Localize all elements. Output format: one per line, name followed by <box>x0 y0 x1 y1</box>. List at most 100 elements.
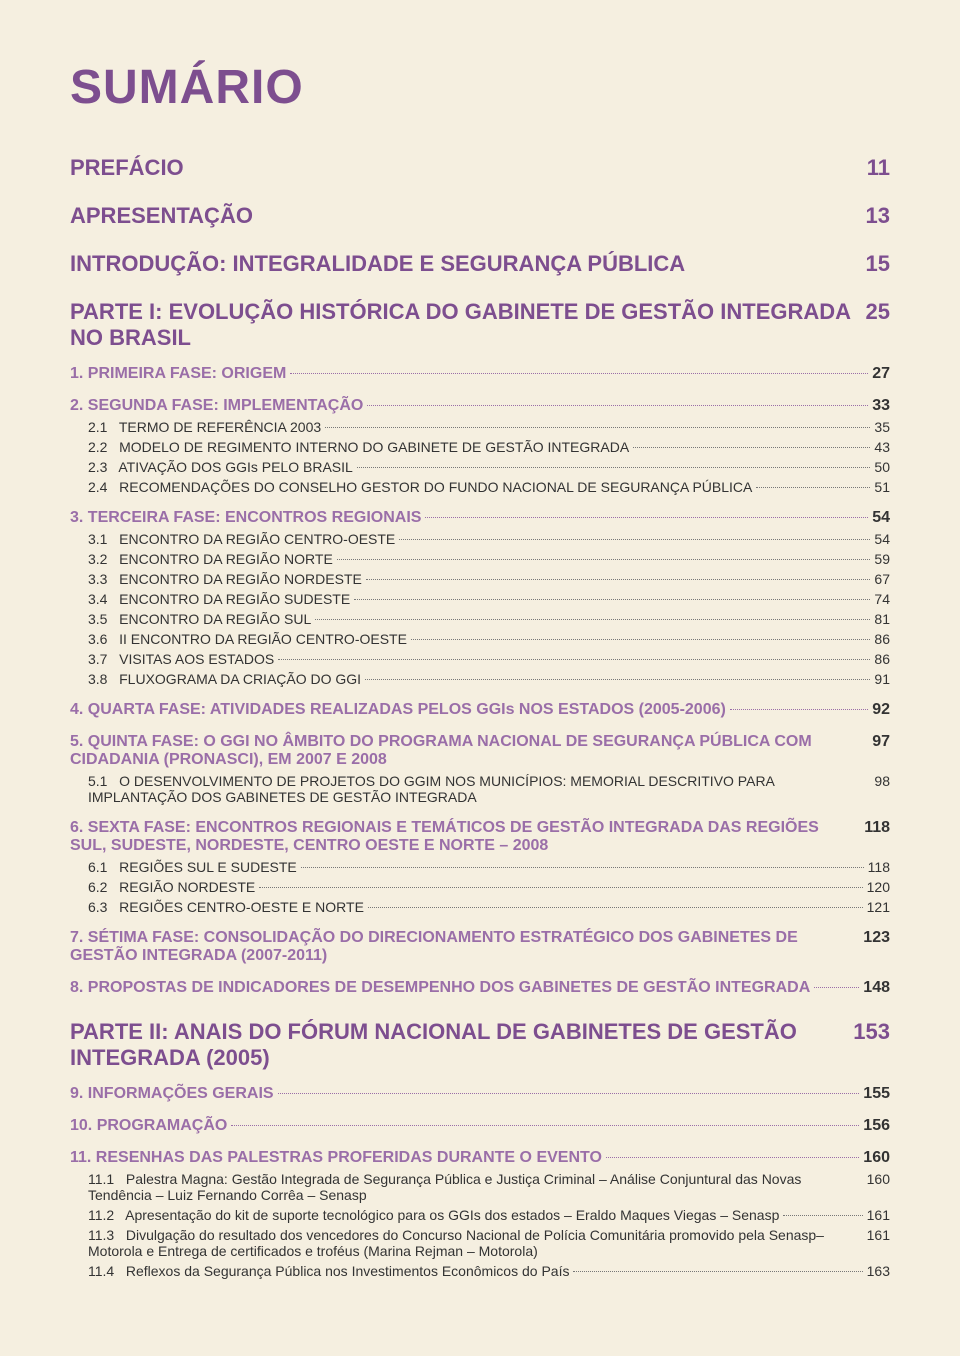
toc-page: 98 <box>874 773 890 789</box>
toc-page: 118 <box>864 819 890 837</box>
toc-entry: 8. PROPOSTAS DE INDICADORES DE DESEMPENH… <box>70 979 890 997</box>
toc-label: 3.3 ENCONTRO DA REGIÃO NORDESTE <box>70 571 362 587</box>
toc-entry: 7. SÉTIMA FASE: CONSOLIDAÇÃO DO DIRECION… <box>70 929 890 965</box>
toc-label: 3.7 VISITAS AOS ESTADOS <box>70 651 274 667</box>
toc-page: 155 <box>863 1085 890 1103</box>
toc-label: 3. TERCEIRA FASE: ENCONTROS REGIONAIS <box>70 509 421 527</box>
toc-label: 6.1 REGIÕES SUL E SUDESTE <box>70 859 297 875</box>
toc-entry: 3.4 ENCONTRO DA REGIÃO SUDESTE 74 <box>70 591 890 607</box>
toc-page: 54 <box>874 531 890 547</box>
toc-leader <box>756 487 870 488</box>
toc-entry: 9. INFORMAÇÕES GERAIS 155 <box>70 1085 890 1103</box>
toc-entry: 4. QUARTA FASE: ATIVIDADES REALIZADAS PE… <box>70 701 890 719</box>
toc-label: PREFÁCIO <box>70 155 184 181</box>
toc-page: 11 <box>867 155 890 181</box>
toc-page: 123 <box>863 929 890 947</box>
toc-page: 35 <box>874 419 890 435</box>
toc-page: 86 <box>874 651 890 667</box>
toc-page: 13 <box>866 203 890 229</box>
toc-leader <box>573 1271 862 1272</box>
toc-label: 3.5 ENCONTRO DA REGIÃO SUL <box>70 611 311 627</box>
toc-entry: 11.4 Reflexos da Segurança Pública nos I… <box>70 1263 890 1279</box>
toc-leader <box>411 639 870 640</box>
toc-leader <box>368 907 863 908</box>
toc-leader <box>357 467 871 468</box>
toc-entry: 2. SEGUNDA FASE: IMPLEMENTAÇÃO33 <box>70 397 890 415</box>
toc-entry: 6.1 REGIÕES SUL E SUDESTE 118 <box>70 859 890 875</box>
toc-label: 5. QUINTA FASE: O GGI NO ÂMBITO DO PROGR… <box>70 733 864 769</box>
toc-label: 7. SÉTIMA FASE: CONSOLIDAÇÃO DO DIRECION… <box>70 929 855 965</box>
toc-label: 3.4 ENCONTRO DA REGIÃO SUDESTE <box>70 591 350 607</box>
toc-entry: 11.1 Palestra Magna: Gestão Integrada de… <box>70 1171 890 1203</box>
toc-entry: 3.8 FLUXOGRAMA DA CRIAÇÃO DO GGI91 <box>70 671 890 687</box>
toc-entry: APRESENTAÇÃO 13 <box>70 203 890 229</box>
toc-entry: INTRODUÇÃO: INTEGRALIDADE E SEGURANÇA PÚ… <box>70 251 890 277</box>
toc-page: 59 <box>874 551 890 567</box>
toc-entry: 3.3 ENCONTRO DA REGIÃO NORDESTE 67 <box>70 571 890 587</box>
toc-page: 163 <box>867 1263 890 1279</box>
toc-label: 2. SEGUNDA FASE: IMPLEMENTAÇÃO <box>70 397 363 415</box>
toc-entry: 2.1 TERMO DE REFERÊNCIA 2003 35 <box>70 419 890 435</box>
toc-page: 43 <box>874 439 890 455</box>
toc-page: 121 <box>867 899 890 915</box>
toc-page: 67 <box>874 571 890 587</box>
toc-entry: 3.6 II ENCONTRO DA REGIÃO CENTRO-OESTE86 <box>70 631 890 647</box>
toc-leader <box>290 373 868 374</box>
toc-page: 51 <box>874 479 890 495</box>
toc-label: 11.3 Divulgação do resultado dos vencedo… <box>70 1227 859 1259</box>
toc-label: 11. RESENHAS DAS PALESTRAS PROFERIDAS DU… <box>70 1149 602 1167</box>
toc-page: 15 <box>866 251 890 277</box>
toc-label: 8. PROPOSTAS DE INDICADORES DE DESEMPENH… <box>70 979 810 997</box>
toc-entry: 2.4 RECOMENDAÇÕES DO CONSELHO GESTOR DO … <box>70 479 890 495</box>
toc-leader <box>606 1157 859 1158</box>
toc-entry: 10. PROGRAMAÇÃO156 <box>70 1117 890 1135</box>
toc-leader <box>814 987 859 988</box>
table-of-contents: PREFÁCIO 11 APRESENTAÇÃO 13 INTRODUÇÃO: INTE… <box>70 155 890 1279</box>
toc-label: 2.1 TERMO DE REFERÊNCIA 2003 <box>70 419 321 435</box>
toc-page: 156 <box>863 1117 890 1135</box>
toc-label: PARTE II: ANAIS DO FÓRUM NACIONAL DE GAB… <box>70 1019 845 1071</box>
toc-entry: 11. RESENHAS DAS PALESTRAS PROFERIDAS DU… <box>70 1149 890 1167</box>
toc-entry: 3.2 ENCONTRO DA REGIÃO NORTE 59 <box>70 551 890 567</box>
toc-page: 97 <box>872 733 890 751</box>
toc-leader <box>278 1093 860 1094</box>
toc-leader <box>325 427 870 428</box>
toc-label: 3.6 II ENCONTRO DA REGIÃO CENTRO-OESTE <box>70 631 407 647</box>
toc-page: 160 <box>867 1171 890 1187</box>
toc-leader <box>337 559 871 560</box>
toc-entry: 11.3 Divulgação do resultado dos vencedo… <box>70 1227 890 1259</box>
toc-page: 50 <box>874 459 890 475</box>
toc-label: 3.2 ENCONTRO DA REGIÃO NORTE <box>70 551 333 567</box>
toc-entry: 11.2 Apresentação do kit de suporte tecn… <box>70 1207 890 1223</box>
toc-page: 74 <box>874 591 890 607</box>
toc-label: 6. SEXTA FASE: ENCONTROS REGIONAIS E TEM… <box>70 819 856 855</box>
toc-leader <box>633 447 870 448</box>
toc-page: 120 <box>867 879 890 895</box>
toc-entry: 2.2 MODELO DE REGIMENTO INTERNO DO GABIN… <box>70 439 890 455</box>
toc-entry: 6. SEXTA FASE: ENCONTROS REGIONAIS E TEM… <box>70 819 890 855</box>
toc-entry: 5. QUINTA FASE: O GGI NO ÂMBITO DO PROGR… <box>70 733 890 769</box>
toc-page: 27 <box>872 365 890 383</box>
toc-page: 148 <box>863 979 890 997</box>
toc-leader <box>278 659 870 660</box>
toc-entry: 6.3 REGIÕES CENTRO-OESTE E NORTE121 <box>70 899 890 915</box>
toc-leader <box>730 709 868 710</box>
toc-label: APRESENTAÇÃO <box>70 203 253 229</box>
toc-page: 92 <box>872 701 890 719</box>
toc-page: 54 <box>872 509 890 527</box>
toc-label: 11.1 Palestra Magna: Gestão Integrada de… <box>70 1171 859 1203</box>
page-title: SUMÁRIO <box>70 60 890 115</box>
toc-leader <box>315 619 870 620</box>
toc-entry: 5.1 O DESENVOLVIMENTO DE PROJETOS DO GGI… <box>70 773 890 805</box>
toc-entry: 3.1 ENCONTRO DA REGIÃO CENTRO-OESTE54 <box>70 531 890 547</box>
toc-label: 9. INFORMAÇÕES GERAIS <box>70 1085 274 1103</box>
toc-label: 1. PRIMEIRA FASE: ORIGEM <box>70 365 286 383</box>
toc-leader <box>259 887 862 888</box>
toc-page: 118 <box>868 859 890 875</box>
toc-leader <box>354 599 870 600</box>
toc-leader <box>365 679 870 680</box>
toc-page: 160 <box>863 1149 890 1167</box>
toc-label: 2.4 RECOMENDAÇÕES DO CONSELHO GESTOR DO … <box>70 479 752 495</box>
toc-label: 2.3 ATIVAÇÃO DOS GGIs PELO BRASIL <box>70 459 353 475</box>
toc-label: INTRODUÇÃO: INTEGRALIDADE E SEGURANÇA PÚ… <box>70 251 685 277</box>
